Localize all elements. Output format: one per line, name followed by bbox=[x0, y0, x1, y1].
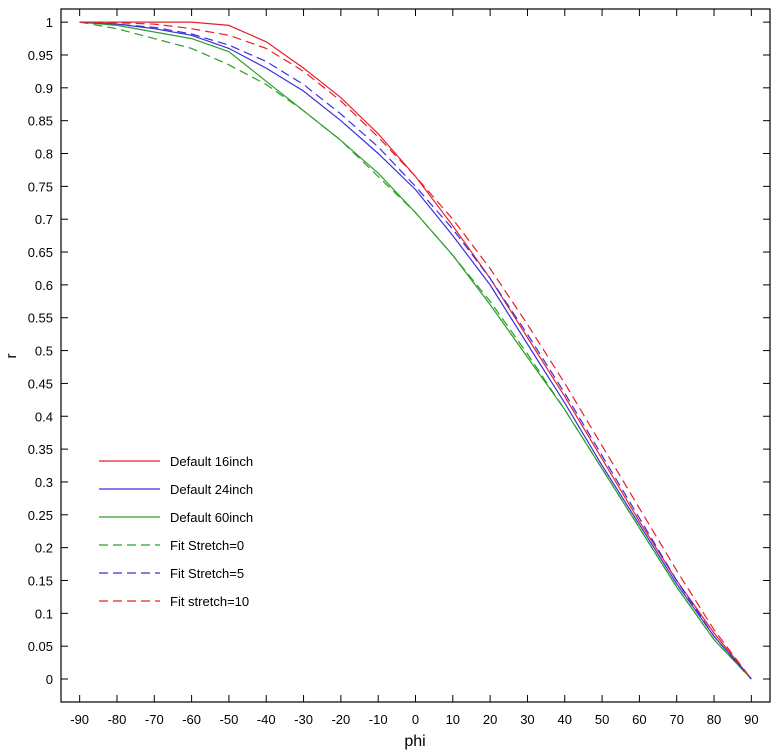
x-tick-label: -70 bbox=[145, 712, 164, 727]
x-tick-label: -80 bbox=[108, 712, 127, 727]
y-tick-label: 0.2 bbox=[35, 541, 53, 556]
y-tick-label: 0.25 bbox=[28, 508, 53, 523]
y-tick-label: 0.55 bbox=[28, 311, 53, 326]
x-tick-label: 80 bbox=[707, 712, 721, 727]
x-tick-label: -50 bbox=[220, 712, 239, 727]
y-tick-label: 0.1 bbox=[35, 606, 53, 621]
y-tick-label: 0.4 bbox=[35, 409, 53, 424]
y-tick-label: 0.15 bbox=[28, 573, 53, 588]
legend-label-5: Fit Stretch=5 bbox=[170, 566, 244, 581]
y-tick-label: 0.7 bbox=[35, 212, 53, 227]
x-axis-label: phi bbox=[404, 733, 425, 750]
x-tick-label: 40 bbox=[558, 712, 572, 727]
y-tick-label: 0.5 bbox=[35, 344, 53, 359]
y-axis-label: r bbox=[3, 354, 20, 359]
legend-label-6: Fit stretch=10 bbox=[170, 594, 249, 609]
y-tick-label: 0.75 bbox=[28, 179, 53, 194]
x-tick-label: 50 bbox=[595, 712, 609, 727]
x-tick-label: -20 bbox=[331, 712, 350, 727]
x-tick-label: 30 bbox=[520, 712, 534, 727]
x-tick-label: -40 bbox=[257, 712, 276, 727]
legend-label-4: Fit Stretch=0 bbox=[170, 538, 244, 553]
y-tick-label: 0.45 bbox=[28, 376, 53, 391]
x-tick-label: -90 bbox=[70, 712, 89, 727]
x-tick-label: -30 bbox=[294, 712, 313, 727]
y-tick-label: 0.05 bbox=[28, 639, 53, 654]
y-tick-label: 0.85 bbox=[28, 114, 53, 129]
y-axis: 0 0.05 0.1 0.15 0.2 0.25 0.3 0.35 0.4 0.45 0.5 0.55… bbox=[28, 15, 770, 687]
y-tick-label: 0.35 bbox=[28, 442, 53, 457]
y-tick-label: 0.8 bbox=[35, 147, 53, 162]
legend: Default 16inch Default 24inch Default 60in… bbox=[99, 454, 253, 609]
x-tick-label: -60 bbox=[182, 712, 201, 727]
legend-label-2: Default 24inch bbox=[170, 482, 253, 497]
y-tick-label: 0.95 bbox=[28, 48, 53, 63]
y-tick-label: 0 bbox=[46, 672, 53, 687]
x-tick-label: 90 bbox=[744, 712, 758, 727]
y-tick-label: 0.9 bbox=[35, 81, 53, 96]
x-tick-label: 20 bbox=[483, 712, 497, 727]
legend-label-3: Default 60inch bbox=[170, 510, 253, 525]
x-axis: -90 -80 -70 -60 -50 -40 -30 -20 -10 0 10 20 30 40 50 60… bbox=[70, 9, 758, 727]
x-tick-label: 70 bbox=[669, 712, 683, 727]
x-tick-label: 10 bbox=[446, 712, 460, 727]
y-tick-label: 0.6 bbox=[35, 278, 53, 293]
plot-frame bbox=[61, 9, 770, 702]
y-tick-label: 1 bbox=[46, 15, 53, 30]
legend-label-1: Default 16inch bbox=[170, 454, 253, 469]
x-tick-label: 60 bbox=[632, 712, 646, 727]
y-tick-label: 0.65 bbox=[28, 245, 53, 260]
y-tick-label: 0.3 bbox=[35, 475, 53, 490]
x-tick-label: -10 bbox=[369, 712, 388, 727]
x-tick-label: 0 bbox=[412, 712, 419, 727]
